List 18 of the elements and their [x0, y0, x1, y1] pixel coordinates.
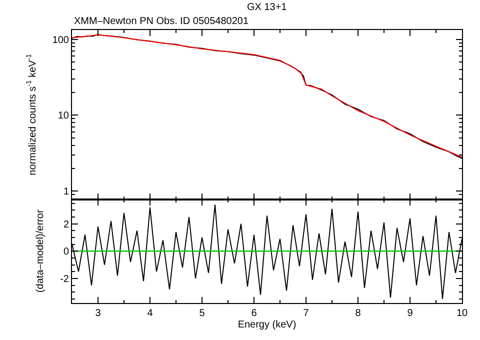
y-tick-label: 1	[63, 186, 70, 198]
x-tick-label: 10	[456, 308, 468, 319]
chart-subtitle: XMM–Newton PN Obs. ID 0505480201	[74, 16, 249, 27]
y-tick-label: -2	[60, 274, 70, 285]
x-tick-label: 8	[355, 308, 362, 319]
y-tick-label: 100	[52, 34, 70, 46]
x-axis-title: Energy (keV)	[238, 320, 296, 330]
x-tick-label: 6	[251, 308, 258, 319]
y-tick-label: 2	[63, 219, 70, 230]
x-tick-label: 3	[95, 308, 102, 319]
y-axis-title: (data–model)/error	[35, 209, 46, 293]
x-tick-label: 9	[407, 308, 414, 319]
y-tick-label: 10	[58, 110, 70, 122]
x-tick-label: 7	[303, 308, 310, 319]
y-tick-label: 0	[63, 246, 70, 258]
x-tick-label: 4	[147, 308, 154, 319]
x-tick-label: 5	[199, 308, 206, 319]
chart-title: GX 13+1	[247, 2, 288, 13]
